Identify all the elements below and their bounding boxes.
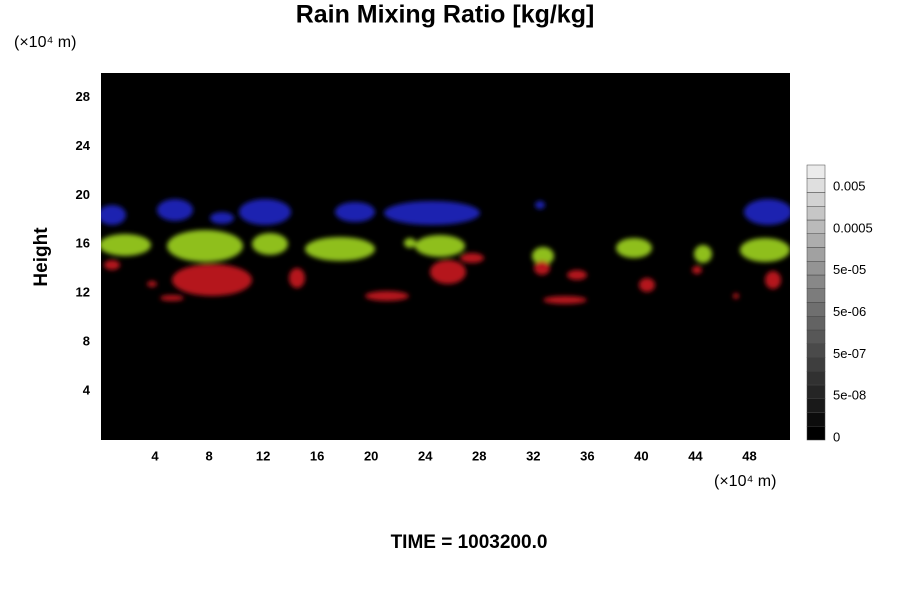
x-tick-label: 44 [688, 448, 703, 463]
x-tick-label: 36 [580, 448, 594, 463]
x-unit-label: (×10⁴ m) [714, 473, 776, 490]
colorbar-tick-label: 5e-05 [833, 262, 866, 277]
y-tick-label: 24 [76, 138, 91, 153]
colorbar-band [806, 329, 826, 344]
colorbar-tick-label: 5e-07 [833, 346, 866, 361]
colorbar-band [806, 233, 826, 248]
x-tick-label: 20 [364, 448, 378, 463]
colorbar-band [806, 371, 826, 386]
colorbar-band [806, 357, 826, 372]
x-tick-label: 12 [256, 448, 270, 463]
x-tick-label: 4 [151, 448, 159, 463]
colorbar-band [806, 164, 826, 179]
rain-field [101, 199, 790, 304]
y-unit-label: (×10⁴ m) [14, 34, 76, 51]
colorbar-band [806, 178, 826, 193]
colorbar-band [806, 206, 826, 221]
colorbar-band [806, 398, 826, 413]
colorbar-tick-label: 5e-06 [833, 304, 866, 319]
x-tick-label: 48 [742, 448, 756, 463]
x-tick-label: 8 [205, 448, 212, 463]
colorbar-band [806, 274, 826, 289]
y-tick-label: 20 [76, 187, 90, 202]
colorbar-band [806, 412, 826, 427]
colorbar-band [806, 343, 826, 358]
colorbar-tick-label: 0.005 [833, 178, 866, 193]
chart-title: Rain Mixing Ratio [kg/kg] [296, 1, 595, 29]
colorbar-tick-label: 0 [833, 429, 840, 444]
colorbar-band [806, 288, 826, 303]
red-layer [104, 253, 781, 304]
time-label: TIME = 1003200.0 [391, 532, 548, 553]
colorbar-band [806, 219, 826, 234]
x-tick-label: 24 [418, 448, 433, 463]
colorbar-tick-label: 5e-08 [833, 388, 866, 403]
y-tick-label: 12 [76, 285, 90, 300]
colorbar-band [806, 316, 826, 331]
blue-layer [101, 199, 790, 225]
green-layer [101, 230, 790, 265]
colorbar: 0 5e-08 5e-07 5e-06 5e-05 0.0005 0.005 [806, 164, 873, 444]
x-tick-label: 40 [634, 448, 648, 463]
y-tick-label: 4 [83, 383, 91, 398]
x-tick-label: 28 [472, 448, 486, 463]
colorbar-band [806, 261, 826, 276]
colorbar-tick-label: 0.0005 [833, 220, 873, 235]
y-tick-label: 16 [76, 236, 90, 251]
colorbar-band [806, 192, 826, 207]
colorbar-band [806, 247, 826, 262]
y-tick-label: 8 [83, 334, 90, 349]
y-tick-label: 28 [76, 89, 90, 104]
y-axis-label: Height [31, 227, 52, 287]
x-tick-label: 32 [526, 448, 540, 463]
colorbar-band [806, 426, 826, 441]
colorbar-band [806, 384, 826, 399]
colorbar-band [806, 302, 826, 317]
x-tick-label: 16 [310, 448, 324, 463]
